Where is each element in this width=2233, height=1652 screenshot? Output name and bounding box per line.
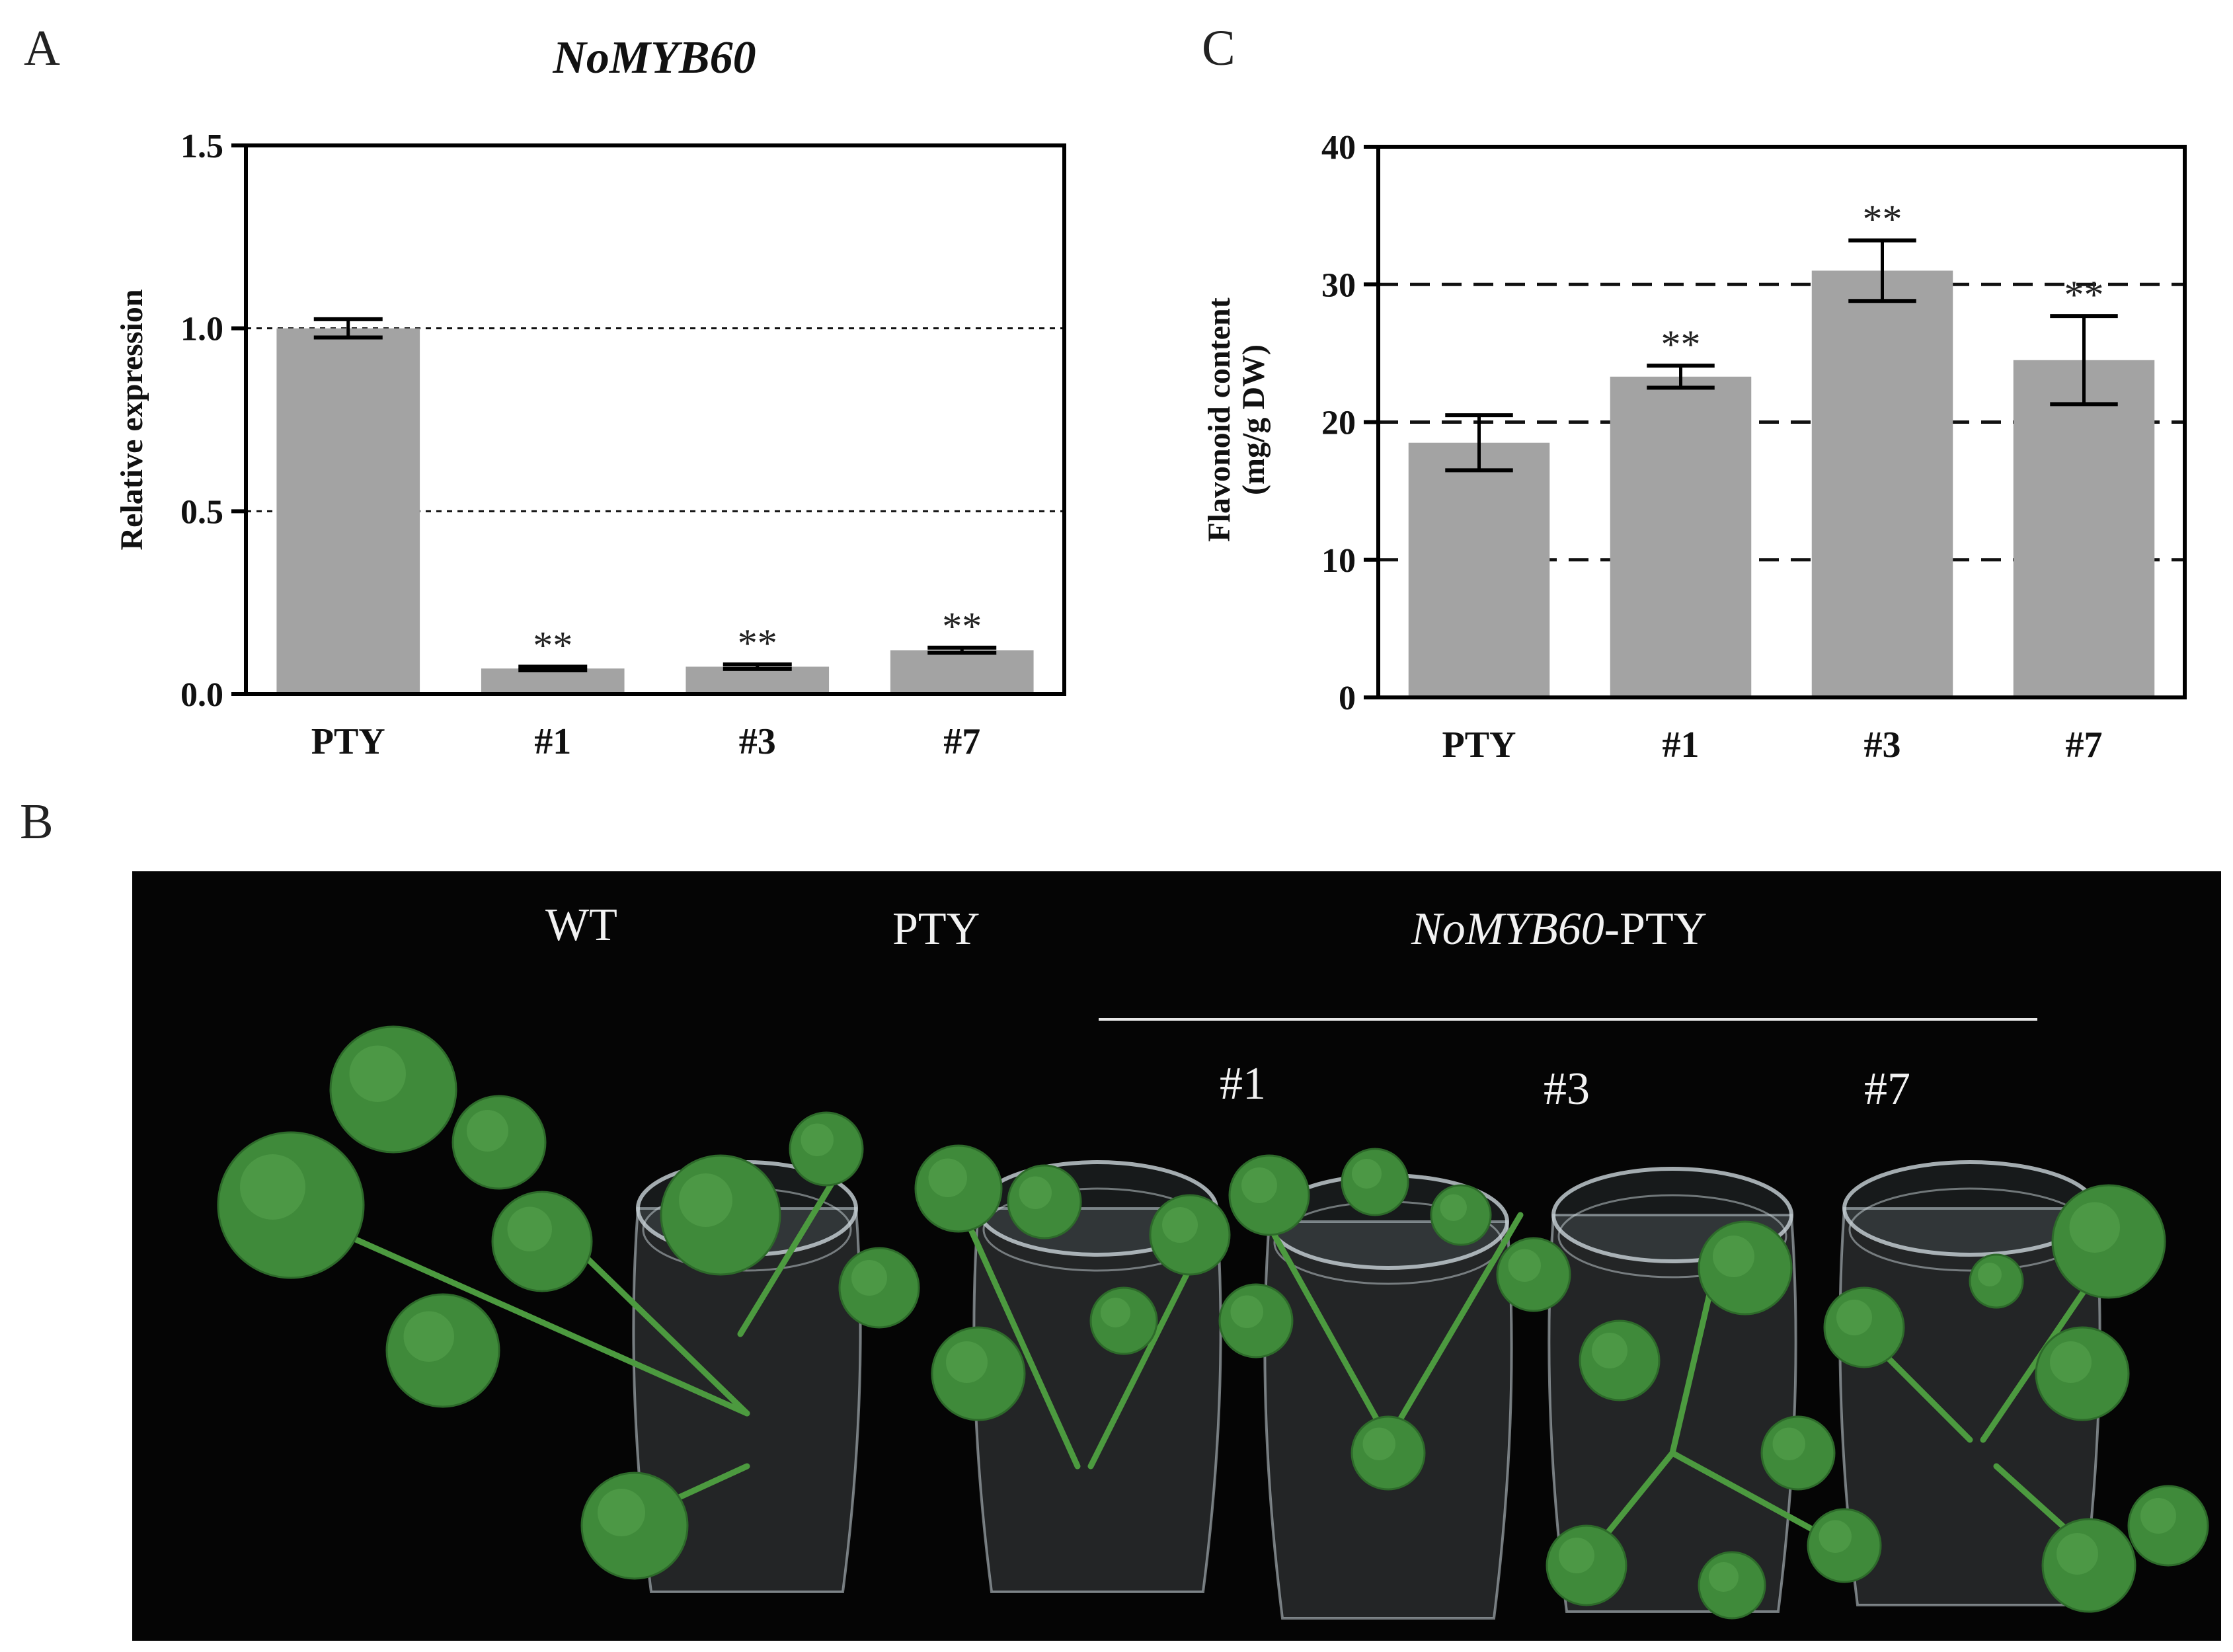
chartc-ytick-label-3: 30 (1321, 266, 1356, 304)
leaf-line3-1-highlight (1713, 1236, 1754, 1277)
stem-line3-2 (1669, 1450, 1821, 1536)
chartc-xtick-label-1: #1 (1663, 725, 1700, 766)
chartc-significance-1: ** (1661, 323, 1701, 366)
leaf-line3-6-highlight (1709, 1562, 1739, 1592)
stem-wt-2 (327, 1225, 750, 1417)
chartc-ytick-label-4: 40 (1321, 129, 1356, 167)
charta-plot-frame (244, 143, 1066, 696)
leaf-pty-6-highlight (1101, 1298, 1130, 1327)
stem-pty-2 (1087, 1238, 1206, 1470)
leaf-pty-5-highlight (946, 1341, 988, 1383)
leaf-line1-5-highlight (1508, 1249, 1541, 1282)
leaf-wt-3-highlight (467, 1110, 508, 1152)
label-line-7: #7 (1864, 1064, 1910, 1115)
charta-significance-2: ** (738, 621, 777, 665)
leaf-line1-3-highlight (1440, 1194, 1467, 1221)
charta-xtick-label-3: #7 (943, 721, 980, 762)
leaf-pty-3-highlight (1019, 1176, 1052, 1209)
charta-bar-0 (276, 328, 420, 695)
charta-ylabel: Relative expression (114, 289, 149, 550)
chartc-xtick-label-2: #3 (1864, 725, 1901, 766)
charta-xtick-label-0: PTY (311, 721, 385, 762)
leaf-pty-4-highlight (1162, 1207, 1198, 1243)
jar-line3-rim-inner (1557, 1194, 1787, 1278)
chartc-bar-1 (1610, 376, 1752, 697)
label-line-1: #1 (1220, 1058, 1266, 1109)
charta-ytick-label-1: 0.5 (180, 493, 223, 531)
leaf-pty-2-highlight (851, 1260, 887, 1296)
leaf-line7-2-highlight (2050, 1341, 2092, 1383)
chartc-ytick-label-2: 20 (1321, 405, 1356, 442)
charta-xtick-label-1: #1 (534, 721, 571, 762)
charta-bar-3 (890, 650, 1034, 694)
leaf-line1-4-highlight (1230, 1295, 1263, 1328)
charta-bar-1 (481, 668, 625, 694)
leaf-pty-1-highlight (928, 1158, 967, 1197)
label-line-3: #3 (1544, 1064, 1590, 1115)
panel-a-letter: A (24, 20, 60, 76)
leaf-line3-5-highlight (1819, 1520, 1852, 1553)
leaf-line7-1-highlight (2069, 1202, 2120, 1253)
charta-ytick-label-2: 1.0 (180, 311, 223, 348)
stem-pty-1 (955, 1199, 1081, 1470)
leaf-line1-1-highlight (1241, 1167, 1277, 1203)
chartc-bar-2 (1811, 270, 1953, 697)
leaf-line3-4-highlight (1559, 1538, 1594, 1573)
leaf-wt-6-highlight (801, 1123, 834, 1156)
chart-c-flavonoid-content: PTY ** #1 ** #3 ** #7 0 10 20 30 40 Flavonoid conten… (1202, 129, 2187, 766)
plant-jars-illustration (217, 1025, 2209, 1620)
leaf-wt-5-highlight (679, 1173, 732, 1227)
panel-b-letter: B (20, 794, 54, 849)
leaf-line7-5-highlight (2057, 1533, 2098, 1575)
leaf-line7-4-highlight (2140, 1498, 2176, 1534)
chart-a-relative-expression: PTY ** #1 ** #3 ** #7 0.0 0.5 1.0 1.5 Relative expr… (114, 32, 1066, 762)
chartc-significance-3: ** (2064, 273, 2104, 317)
leaf-wt-4-highlight (403, 1311, 454, 1362)
jar-line3-body (1547, 1214, 1797, 1613)
label-nomyb60-pty: NoMYB60-PTY (1411, 903, 1707, 956)
chartc-xtick-label-3: #7 (2066, 725, 2103, 766)
chartc-ytick-label-1: 10 (1321, 542, 1356, 580)
chartc-bar-3 (2013, 360, 2155, 697)
chartc-ylabel: Flavonoid content (1202, 297, 1237, 541)
chartc-significance-2: ** (1863, 198, 1902, 241)
charta-bar-2 (686, 666, 830, 694)
label-gene-name: NoMYB60 (1411, 904, 1604, 955)
chartc-xtick-label-0: PTY (1442, 725, 1516, 766)
chartc-ylabel-units: (mg/g DW) (1236, 344, 1271, 495)
charta-title: NoMYB60 (552, 32, 756, 83)
chartc-bar-0 (1408, 442, 1550, 697)
stem-line1-2 (1385, 1212, 1524, 1443)
chartc-ytick-label-0: 0 (1339, 680, 1356, 717)
charta-significance-1: ** (533, 624, 572, 668)
charta-xtick-label-2: #3 (739, 721, 776, 762)
stem-line1-1 (1253, 1199, 1391, 1443)
label-wt: WT (545, 900, 617, 951)
leaf-line7-6-highlight (1978, 1263, 2002, 1286)
group-underline (1099, 1018, 2037, 1021)
leaf-line7-3-highlight (1836, 1300, 1872, 1335)
jar-line7 (1838, 1160, 2101, 1606)
charta-ytick-label-3: 1.5 (180, 128, 223, 165)
leaf-wt-2-highlight (240, 1154, 305, 1220)
leaf-wt-1-highlight (349, 1045, 406, 1102)
label-gene-suffix: -PTY (1604, 904, 1707, 955)
plant-photo-panel: WT PTY NoMYB60-PTY #1 #3 #7 (132, 871, 2221, 1641)
leaf-line3-2-highlight (1592, 1333, 1627, 1368)
leaf-wt-8-highlight (507, 1206, 552, 1251)
leaf-line1-2-highlight (1352, 1159, 1382, 1189)
leaf-wt-7-highlight (598, 1489, 645, 1536)
leaf-line3-3-highlight (1772, 1427, 1805, 1460)
charta-ytick-label-0: 0.0 (180, 676, 223, 714)
label-pty: PTY (892, 904, 980, 955)
panel-c-letter: C (1202, 20, 1235, 76)
leaf-line1-6-highlight (1362, 1427, 1395, 1460)
charta-significance-3: ** (942, 605, 982, 649)
